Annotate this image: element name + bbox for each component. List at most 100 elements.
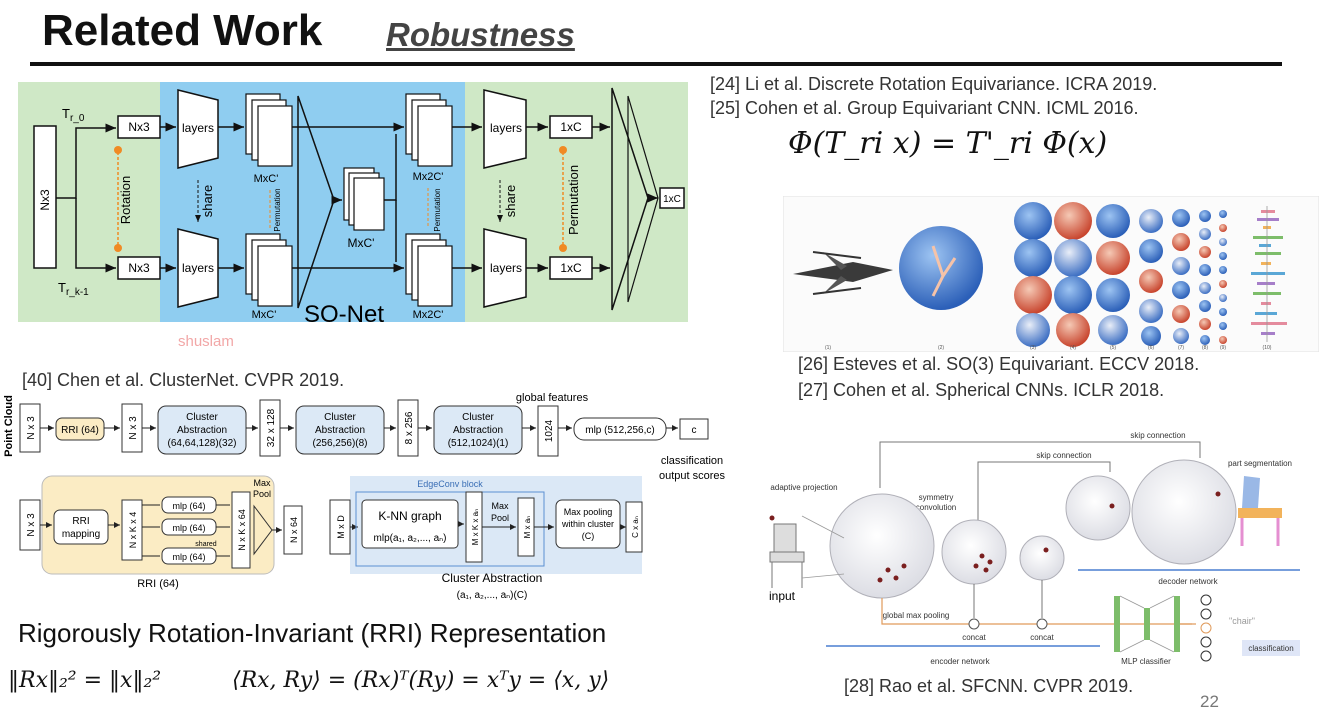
share-label-2: share — [503, 185, 518, 218]
maxpool-cluster-3: (C) — [582, 531, 595, 541]
scores-line2: output scores — [659, 470, 726, 482]
edgeconv-label: EdgeConv block — [417, 479, 483, 489]
rri-mapping-line1: RRI — [72, 516, 89, 527]
decoder-label: decoder network — [1158, 577, 1218, 586]
onexc-top: 1xC — [560, 120, 582, 134]
nxkx4: N x K x 4 — [128, 512, 138, 549]
top-rri64: RRI (64) — [61, 425, 99, 436]
concat-1: concat — [962, 633, 986, 642]
dim-8x256: 8 x 256 — [404, 411, 415, 444]
symmetry-conv-2: convolution — [916, 503, 956, 512]
segmented-chair-icon — [1238, 476, 1282, 546]
classification-label: classification — [1248, 644, 1293, 653]
layers-bottom-1: layers — [182, 261, 214, 275]
bottom-nx3: N x 3 — [26, 513, 37, 537]
ca-caption: Cluster Abstraction — [442, 571, 543, 585]
sfcnn-diagram: skip connection skip connection adaptive… — [769, 431, 1300, 666]
ca3-line3: (512,1024)(1) — [448, 438, 509, 449]
caption-tick-7: (7) — [1178, 345, 1184, 351]
adaptive-projection-label: adaptive projection — [770, 483, 837, 492]
ca3-line1: Cluster — [462, 412, 494, 423]
title-divider — [30, 62, 1282, 66]
mxan: M x aₙ — [523, 516, 532, 539]
encoder-label: encoder network — [930, 657, 990, 666]
maxpool2-line1: Max — [491, 501, 509, 511]
ref-27: [27] Cohen et al. Spherical CNNs. ICLR 2… — [798, 380, 1165, 400]
page-number: 22 — [1200, 692, 1219, 711]
equivariance-equation: Φ(T_ri x) = T'_ri Φ(x) — [788, 126, 1108, 161]
tr0-label: Tr_0 — [62, 106, 85, 124]
global-max-pooling: global max pooling — [883, 611, 950, 620]
ca2-line1: Cluster — [324, 412, 356, 423]
ref-25: [25] Cohen et al. Group Equivariant CNN.… — [710, 98, 1139, 118]
maxpool2-line2: Pool — [491, 513, 509, 523]
ca2-line3: (256,256)(8) — [312, 438, 367, 449]
rri-inner-equation: ⟨Rx, Ry⟩ = (Rx)ᵀ(Ry) = xᵀy = ⟨x, y⟩ — [232, 668, 610, 693]
maxpool-cluster-1: Max pooling — [564, 507, 613, 517]
rri-norm-equation: ‖Rx‖₂² = ‖x‖₂² — [8, 668, 162, 693]
histogram-bars — [1251, 206, 1287, 342]
input-label: input — [769, 589, 796, 603]
concat-2: concat — [1030, 633, 1054, 642]
class-c: c — [692, 425, 697, 436]
input-nx3-label: Nx3 — [38, 189, 52, 211]
mx2c-bottom: Mx2C' — [413, 309, 444, 321]
x-wing-icon — [793, 251, 893, 295]
dim-32x128: 32 x 128 — [266, 408, 277, 447]
nxkx64: N x K x 64 — [237, 509, 247, 551]
rotation-label: Rotation — [118, 176, 133, 224]
watermark: shuslam — [178, 333, 234, 350]
mxc-center: MxC' — [348, 236, 375, 250]
rri64-caption: RRI (64) — [137, 578, 179, 590]
caption-tick-5: (5) — [1110, 345, 1116, 351]
caption-tick-8: (8) — [1202, 345, 1208, 351]
mxkxan: M x K x aₙ — [471, 509, 480, 546]
slide-title: Related Work — [42, 6, 323, 55]
knn-graph: K-NN graph — [378, 509, 441, 523]
point-cloud-label: Point Cloud — [3, 395, 15, 457]
clusternet-diagram: Point Cloud N x 3 RRI (64) N x 3 Cluster… — [3, 392, 726, 601]
input-chair-icon — [769, 523, 805, 588]
ca1-line3: (64,64,128)(32) — [168, 438, 237, 449]
caption-tick-9: (9) — [1220, 345, 1226, 351]
spherical-figure: (1) (2) (3) (4) (5) (6) (7) (8) (9) (10) — [783, 196, 1319, 352]
ca3-line2: Abstraction — [453, 425, 503, 436]
cxan: C x aₙ — [631, 516, 640, 538]
ref-40: [40] Chen et al. ClusterNet. CVPR 2019. — [22, 370, 345, 390]
slide-subtitle: Robustness — [386, 16, 575, 53]
trk-label: Tr_k-1 — [58, 280, 89, 298]
mlp64-3: mlp (64) — [172, 552, 205, 562]
nx64: N x 64 — [289, 517, 299, 543]
mlp-an: mlp(a₁, a₂,..., aₙ) — [374, 533, 447, 544]
shared-label: shared — [195, 541, 217, 548]
rri-mapping-line2: mapping — [62, 529, 100, 540]
ca1-line2: Abstraction — [177, 425, 227, 436]
symmetry-conv-1: symmetry — [919, 493, 954, 502]
maxpool1-line2: Pool — [253, 489, 271, 499]
share-label-1: share — [200, 185, 215, 218]
ca-params: (a₁, a₂,..., aₙ)(C) — [457, 590, 528, 601]
caption-tick-4: (4) — [1070, 345, 1076, 351]
chair-output-label: "chair" — [1229, 616, 1255, 626]
scores-line1: classification — [661, 455, 723, 467]
skip-connection-2: skip connection — [1036, 451, 1091, 460]
sonet-diagram: Nx3 Tr_0 Tr_k-1 Nx3 Nx3 Rotation layers … — [18, 82, 688, 324]
sonet-label: SO-Net — [304, 301, 384, 324]
dim-1024: 1024 — [544, 419, 555, 442]
mlp64-2: mlp (64) — [172, 523, 205, 533]
permutation-small-1: Permutation — [273, 188, 282, 231]
mlp-output: mlp (512,256,c) — [585, 425, 654, 436]
maxpool1-line1: Max — [253, 478, 271, 488]
permutation-label: Permutation — [566, 165, 581, 235]
onexc-final: 1xC — [663, 194, 681, 205]
onexc-bottom: 1xC — [560, 261, 582, 275]
mx2c-top: Mx2C' — [413, 171, 444, 183]
top-nx3-2: N x 3 — [128, 416, 139, 440]
caption-tick-10: (10) — [1263, 345, 1272, 351]
mlp64-1: mlp (64) — [172, 501, 205, 511]
caption-tick-3: (3) — [1030, 345, 1036, 351]
layers-top-1: layers — [182, 121, 214, 135]
permutation-small-2: Permutation — [433, 188, 442, 231]
ca1-line1: Cluster — [186, 412, 218, 423]
global-features-label: global features — [516, 392, 589, 404]
